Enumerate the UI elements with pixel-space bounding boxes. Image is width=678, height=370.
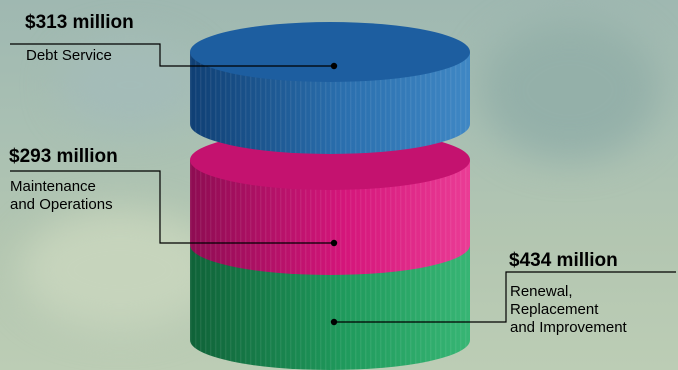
segment-debt-service bbox=[190, 22, 470, 154]
segment-renewal-description-line: and Improvement bbox=[510, 319, 627, 336]
background-blob bbox=[60, 40, 200, 130]
segment-renewal-description-line: Renewal, bbox=[510, 283, 573, 300]
leader-dot-maintenance bbox=[330, 239, 338, 247]
segment-renewal-description: Renewal, Replacement and Improvement bbox=[510, 283, 627, 337]
segment-maintenance-description-line: and Operations bbox=[10, 196, 113, 213]
background-blob bbox=[20, 210, 220, 330]
segment-debt-service-top bbox=[190, 22, 470, 82]
segment-maintenance-texture bbox=[190, 160, 470, 275]
leader-line-renewal bbox=[334, 271, 676, 323]
leader-line-maintenance bbox=[10, 170, 334, 244]
segment-maintenance-description-line: Maintenance bbox=[10, 178, 96, 195]
leader-dot-debt-service bbox=[330, 62, 338, 70]
segment-renewal-texture bbox=[190, 243, 470, 370]
background-blob bbox=[480, 20, 660, 160]
leader-line-debt-service bbox=[10, 43, 334, 67]
segment-debt-service-amount: $313 million bbox=[25, 12, 134, 33]
segment-maintenance-description: Maintenance and Operations bbox=[10, 178, 113, 214]
segment-renewal-amount: $434 million bbox=[509, 250, 618, 271]
leader-dot-renewal bbox=[330, 318, 338, 326]
segment-renewal-description-line: Replacement bbox=[510, 301, 599, 318]
segment-maintenance-amount: $293 million bbox=[9, 146, 118, 167]
segment-debt-service-description: Debt Service bbox=[26, 47, 112, 65]
segment-debt-service-description-line: Debt Service bbox=[26, 47, 112, 64]
